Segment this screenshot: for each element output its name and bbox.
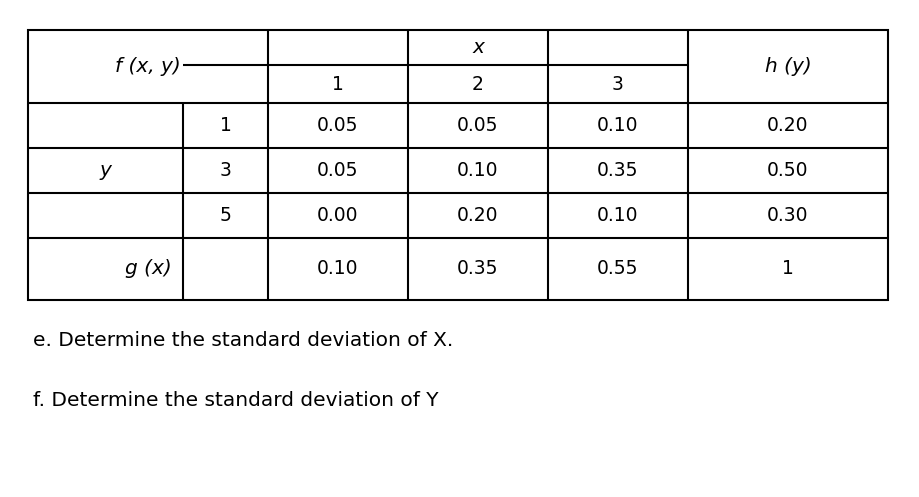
Text: e. Determine the standard deviation of X.: e. Determine the standard deviation of X…	[33, 331, 453, 349]
Text: 0.10: 0.10	[596, 116, 638, 135]
Text: 0.20: 0.20	[457, 206, 498, 225]
Text: f. Determine the standard deviation of Y: f. Determine the standard deviation of Y	[33, 391, 438, 410]
Text: 0.50: 0.50	[766, 161, 808, 180]
Text: h (y): h (y)	[764, 57, 811, 76]
Text: 3: 3	[220, 161, 232, 180]
Text: 5: 5	[220, 206, 232, 225]
Text: g (x): g (x)	[124, 259, 171, 278]
Text: 0.00: 0.00	[317, 206, 358, 225]
Text: 0.35: 0.35	[596, 161, 638, 180]
Text: 0.30: 0.30	[766, 206, 808, 225]
Text: 0.05: 0.05	[457, 116, 498, 135]
Bar	[28, 30, 887, 300]
Text: 2: 2	[471, 75, 483, 93]
Text: x: x	[471, 38, 483, 57]
Text: 0.10: 0.10	[317, 259, 358, 278]
Text: 1: 1	[332, 75, 344, 93]
Text: 0.55: 0.55	[596, 259, 638, 278]
Text: 0.10: 0.10	[596, 206, 638, 225]
Text: 0.05: 0.05	[317, 116, 358, 135]
Text: f (x, y): f (x, y)	[115, 57, 181, 76]
Text: 0.05: 0.05	[317, 161, 358, 180]
Text: 1: 1	[781, 259, 793, 278]
Text: 0.10: 0.10	[457, 161, 498, 180]
Text: 1: 1	[220, 116, 232, 135]
Text: 0.20: 0.20	[766, 116, 808, 135]
Text: 0.35: 0.35	[457, 259, 498, 278]
Text: y: y	[99, 161, 111, 180]
Text: 3: 3	[611, 75, 623, 93]
